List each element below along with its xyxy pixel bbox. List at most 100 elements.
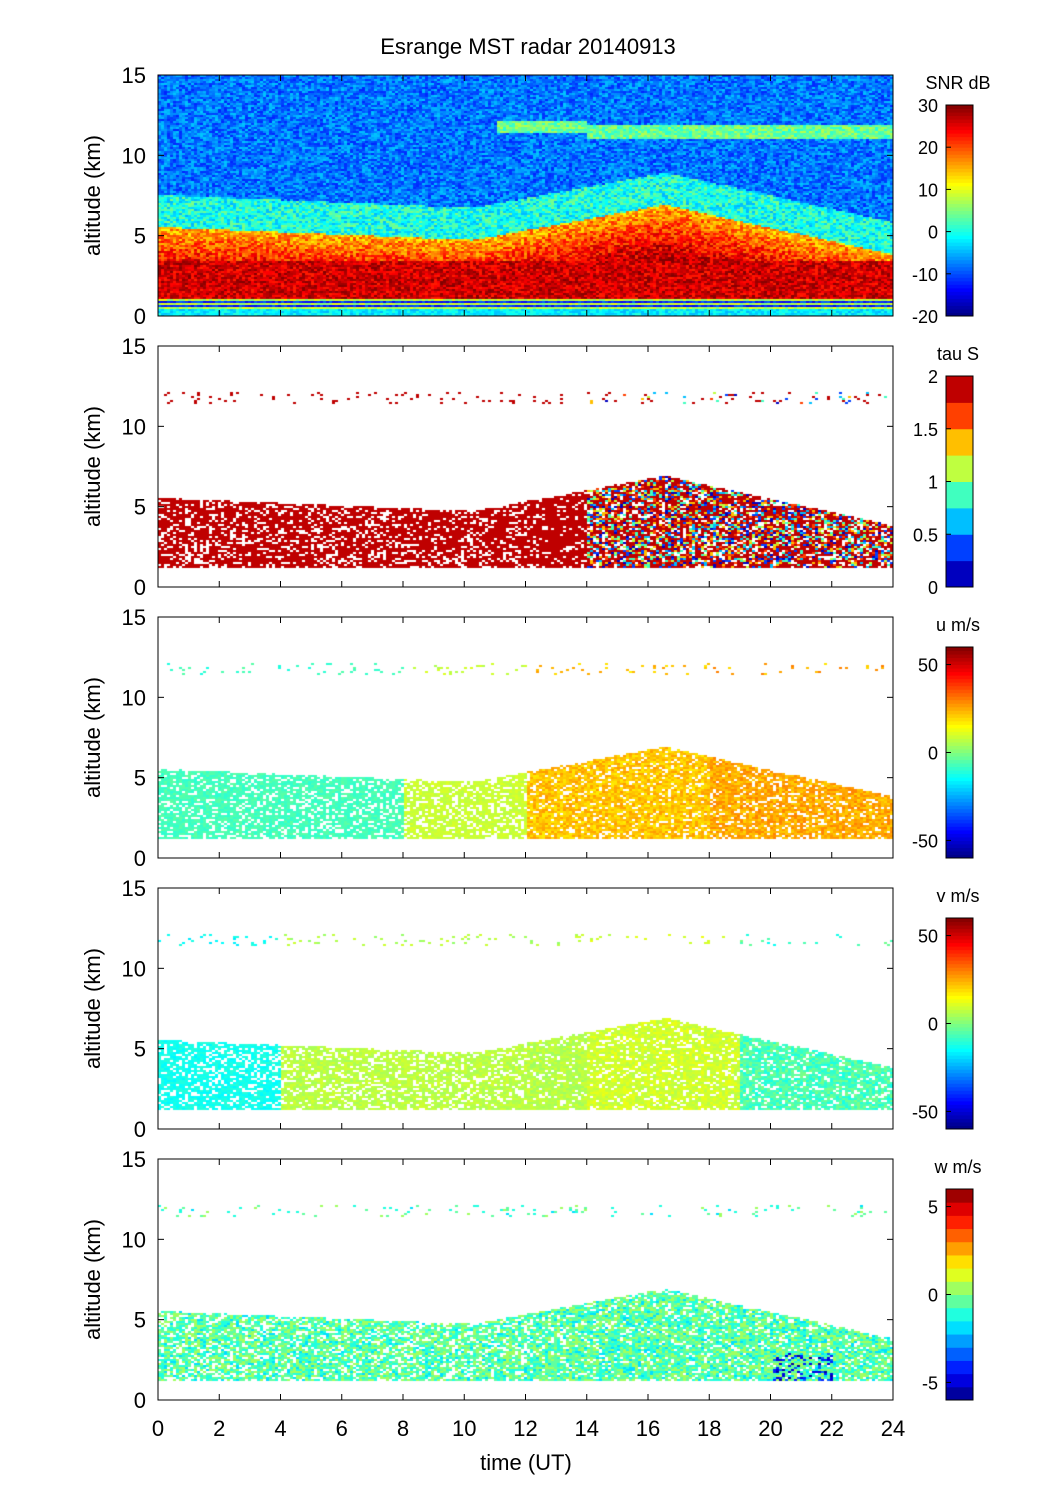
colorbar-segment [946,1005,973,1010]
colorbar-segment [946,312,973,317]
colorbar-segment [946,928,973,933]
x-axis-label: time (UT) [480,1450,572,1475]
colorbar-segment [946,1114,973,1119]
y-tick-label: 10 [122,143,146,168]
colorbar-frame [945,104,974,317]
colorbar-segment [946,850,973,855]
colorbar-segment [946,717,973,722]
colorbar-tick-label: -5 [922,1373,938,1393]
x-tick-label: 4 [274,1416,286,1441]
colorbar-segment [946,308,973,313]
colorbar-segment [946,791,973,796]
colorbar-segment [946,242,973,247]
colorbar-segment [946,661,973,666]
y-axis-label: altitude (km) [80,1219,105,1340]
colorbar-segment [946,133,973,138]
y-tick-label: 10 [122,1227,146,1252]
colorbar-segment [946,221,973,226]
colorbar-segment [946,854,973,859]
colorbar-segment [946,228,973,233]
colorbar-segment [946,1055,973,1060]
panel-3: 0 5 10 15 altitude (km) u m/s 50 0 -50 [80,605,980,871]
colorbar-segment [946,203,973,208]
colorbar-segment [946,1294,973,1309]
colorbar-segment [946,1079,973,1084]
colorbar-segment [946,301,973,306]
colorbar-tick-label: 0 [928,578,938,598]
colorbar-segment [946,140,973,145]
colorbar-segment [946,935,973,940]
colorbar-segment [946,671,973,676]
heatmap-panel-4 [158,888,893,1129]
colorbar-segment [946,1111,973,1116]
x-tick-label: 10 [452,1416,476,1441]
colorbar-segment [946,284,973,289]
colorbar-segment [946,939,973,944]
colorbar-segment [946,727,973,732]
x-tick-label: 0 [152,1416,164,1441]
colorbar-segment [946,1009,973,1014]
x-tick-label: 8 [397,1416,409,1441]
colorbar-segment [946,1097,973,1102]
colorbar-segment [946,1044,973,1049]
colorbar-tick-label: 0 [928,744,938,764]
colorbar-segment [946,706,973,711]
heatmap-panel-3 [158,617,893,858]
chart-title: Esrange MST radar 20140913 [380,34,676,59]
colorbar-segment [946,822,973,827]
colorbar-segment [946,675,973,680]
y-tick-label: 10 [122,956,146,981]
colorbar-tick-label: 50 [918,927,938,947]
colorbar-segment [946,1048,973,1053]
colorbar-segment [946,182,973,187]
colorbar-segment [946,703,973,708]
colorbar-label: u m/s [936,615,980,635]
y-tick-label: 0 [134,575,146,600]
colorbar-label: tau S [937,344,979,364]
colorbar-segment [946,998,973,1003]
colorbar-segment [946,1386,973,1401]
plot-frame [157,616,894,859]
colorbar-segment [946,925,973,930]
colorbar-segment [946,143,973,148]
colorbar-segment [946,1027,973,1032]
colorbar-segment [946,1228,973,1243]
colorbar-segment [946,932,973,937]
colorbar-segment [946,1041,973,1046]
colorbar-segment [946,376,973,403]
colorbar-segment [946,805,973,810]
x-tick-label: 14 [575,1416,599,1441]
heatmap-panel-5 [158,1159,893,1400]
colorbar-segment [946,280,973,285]
y-tick-label: 5 [134,766,146,791]
colorbar-segment [946,1281,973,1295]
y-axis-label: altitude (km) [80,135,105,256]
colorbar-segment [946,507,973,535]
colorbar-segment [946,1373,973,1388]
colorbar-segment [946,1104,973,1109]
x-tick-label: 2 [213,1416,225,1441]
colorbar-segment [946,192,973,197]
y-tick-label: 10 [122,685,146,710]
colorbar-segment [946,157,973,162]
colorbar-segment [946,766,973,771]
colorbar-segment [946,829,973,834]
colorbar-segment [946,734,973,739]
colorbar-segment [946,263,973,268]
colorbar-segment [946,1268,973,1282]
colorbar-segment [946,1069,973,1074]
colorbar-segment [946,657,973,662]
colorbar-segment [946,1121,973,1126]
colorbar-segment [946,402,973,430]
x-tick-label: 18 [697,1416,721,1441]
colorbar-tick-label: 20 [918,138,938,158]
colorbar-segment [946,235,973,240]
colorbar-segment [946,741,973,746]
panel-4: 0 5 10 15 altitude (km) v m/s 50 0 -50 [80,876,980,1142]
colorbar-segment [946,953,973,958]
colorbar-segment [946,836,973,841]
colorbar-segment [946,988,973,993]
colorbar-tick-label: 0 [928,223,938,243]
colorbar-segment [946,1083,973,1088]
